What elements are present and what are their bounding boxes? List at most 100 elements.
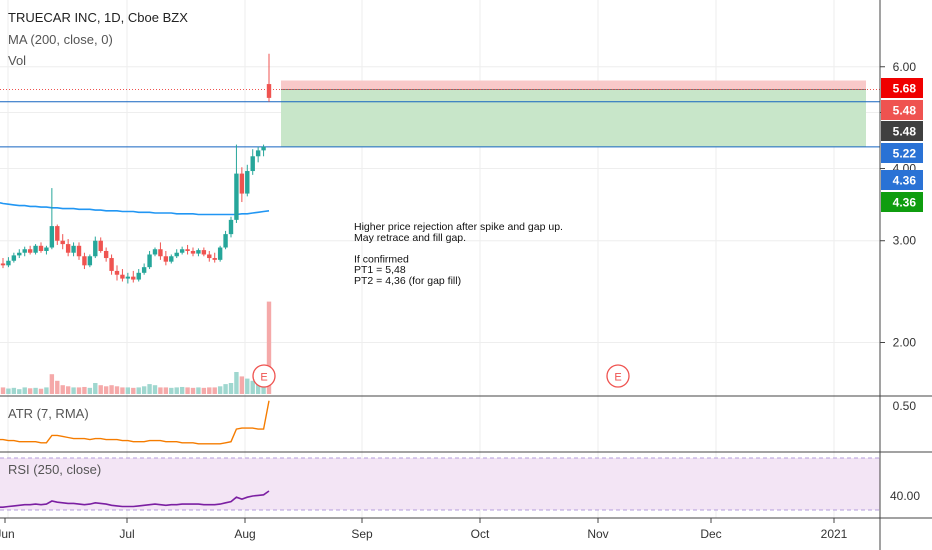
ma-200-line xyxy=(0,202,270,216)
annotation-line: Higher price rejection after spike and g… xyxy=(354,221,563,233)
volume-bar xyxy=(103,386,109,394)
price-label-badge xyxy=(881,100,923,120)
price-label-text: 5.68 xyxy=(893,82,917,96)
candle-body xyxy=(0,263,6,266)
volume-bar xyxy=(217,386,223,394)
candle-body xyxy=(27,249,33,253)
candle-body xyxy=(196,250,201,254)
y-tick-label: 2.00 xyxy=(893,336,917,350)
candle-body xyxy=(109,258,114,271)
candle-body xyxy=(65,244,71,253)
candle-body xyxy=(60,240,65,245)
candlesticks xyxy=(0,53,272,284)
candle-body xyxy=(255,150,261,157)
candle-body xyxy=(201,250,207,255)
price-label-text: 5.22 xyxy=(893,147,917,161)
volume-bar xyxy=(87,387,93,394)
volume-bar xyxy=(44,387,49,394)
annotation-line: If confirmed xyxy=(354,253,409,265)
candle-body xyxy=(266,84,272,98)
volume-bar xyxy=(93,383,98,394)
volume-bar xyxy=(179,386,185,394)
candle-body xyxy=(55,226,60,241)
price-labels: 5.68 5.48 5.48 5.22 4.36 4.36 xyxy=(881,78,923,212)
y-tick-label: 6.00 xyxy=(893,60,917,74)
candle-body xyxy=(38,245,44,251)
volume-bar xyxy=(185,387,190,394)
earnings-marker-1[interactable]: E xyxy=(252,364,276,388)
stop-loss-zone[interactable] xyxy=(281,80,866,90)
price-label-badge xyxy=(881,143,923,163)
volume-bar xyxy=(212,387,217,394)
price-label-text: 4.36 xyxy=(893,174,917,188)
price-label-badge xyxy=(881,78,923,98)
volume-bar xyxy=(125,387,131,394)
volume-bar xyxy=(82,386,87,394)
price-label-text: 4.36 xyxy=(893,196,917,210)
candle-body xyxy=(120,274,125,279)
volume-bar xyxy=(158,387,163,394)
earnings-marker-1-label: E xyxy=(260,372,267,384)
candle-body xyxy=(239,173,245,194)
candle-body xyxy=(169,256,174,262)
price-label-text: 5.48 xyxy=(893,104,917,118)
volume-bar xyxy=(174,387,179,394)
volume-bar xyxy=(223,384,228,394)
candle-body xyxy=(114,270,120,275)
price-label-badge xyxy=(881,170,923,190)
volume-bar xyxy=(141,386,147,394)
volume-bar xyxy=(201,387,207,394)
rsi-tick-label: 40.00 xyxy=(890,489,920,503)
candle-body xyxy=(141,267,147,273)
candle-body xyxy=(212,258,217,260)
volume-bar xyxy=(27,388,33,394)
candle-body xyxy=(33,245,38,253)
x-tick-label: Dec xyxy=(700,527,721,541)
profit-target-zone[interactable] xyxy=(281,89,866,147)
annotation-line: PT2 = 4,36 (for gap fill) xyxy=(354,275,461,287)
atr-tick-label: 0.50 xyxy=(893,399,917,413)
volume-bar xyxy=(98,385,103,394)
candle-body xyxy=(131,276,136,280)
volume-bar xyxy=(33,387,38,394)
candle-body xyxy=(49,226,55,248)
x-tick-label: Jun xyxy=(0,527,15,541)
rsi-legend: RSI (250, close) xyxy=(8,462,101,477)
volume-bar xyxy=(147,384,152,394)
volume-bar xyxy=(11,387,17,394)
candle-body xyxy=(158,249,163,257)
candle-body xyxy=(234,173,239,220)
volume-bar xyxy=(266,301,272,394)
atr-legend: ATR (7, RMA) xyxy=(8,406,89,421)
candle-body xyxy=(11,255,17,261)
volume-bar xyxy=(109,385,114,394)
atr-line xyxy=(0,400,270,445)
volume-bar xyxy=(196,387,201,394)
candle-body xyxy=(250,156,255,172)
candle-body xyxy=(76,245,82,257)
candle-body xyxy=(185,249,190,251)
volume-bar xyxy=(239,376,245,394)
annotation-line: May retrace and fill gap. xyxy=(354,232,466,244)
candle-body xyxy=(147,254,152,268)
price-label-text: 5.48 xyxy=(893,125,917,139)
candle-body xyxy=(228,219,234,235)
volume-bar xyxy=(190,387,196,394)
volume-bar xyxy=(6,388,11,394)
volume-bar xyxy=(245,378,250,394)
volume-bar xyxy=(0,387,6,394)
candle-body xyxy=(98,240,103,251)
candle-body xyxy=(207,254,212,259)
earnings-marker-2[interactable]: E xyxy=(606,364,630,388)
candle-body xyxy=(125,276,131,279)
candle-body xyxy=(82,256,87,266)
vol-legend: Vol xyxy=(8,53,26,68)
time-axis[interactable]: Jun Jul Aug Sep Oct Nov Dec 2021 xyxy=(0,518,848,541)
candle-body xyxy=(217,247,223,260)
volume-bar xyxy=(120,387,125,394)
symbol-title: TRUECAR INC, 1D, Cboe BZX xyxy=(8,10,188,25)
volume-bar xyxy=(228,383,234,394)
volume-bar xyxy=(38,388,44,394)
x-tick-label: Nov xyxy=(587,527,608,541)
